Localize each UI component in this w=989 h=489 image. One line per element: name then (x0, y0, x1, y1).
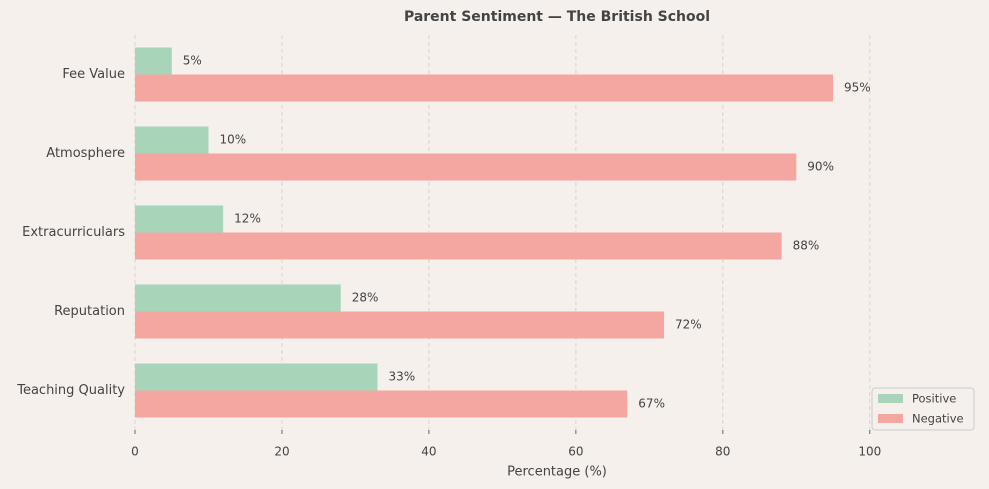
x-tick-label: 60 (568, 445, 583, 459)
bar (135, 311, 665, 339)
bar (135, 363, 378, 391)
chart-title: Parent Sentiment — The British School (404, 9, 710, 25)
y-tick-label: Reputation (54, 304, 125, 319)
value-label: 12% (234, 212, 261, 226)
value-label: 72% (675, 318, 702, 332)
bar (135, 74, 834, 102)
x-axis-label: Percentage (%) (507, 465, 607, 480)
value-label: 5% (183, 54, 202, 68)
x-tick-label: 100 (858, 445, 881, 459)
value-label: 88% (793, 239, 820, 253)
legend-label: Negative (912, 412, 964, 426)
x-tick-label: 40 (421, 445, 436, 459)
value-label: 33% (388, 370, 415, 384)
legend-label: Positive (912, 392, 956, 406)
bar (135, 205, 224, 233)
y-tick-label: Extracurriculars (22, 225, 125, 240)
y-tick-label: Atmosphere (46, 146, 125, 161)
bar (135, 284, 341, 312)
x-tick-label: 0 (131, 445, 139, 459)
y-tick-label: Teaching Quality (16, 383, 125, 398)
bar (135, 153, 797, 181)
legend-swatch (878, 394, 903, 403)
bar (135, 232, 782, 260)
bar (135, 47, 172, 75)
bar (135, 126, 209, 154)
value-label: 67% (638, 397, 665, 411)
value-label: 90% (807, 160, 834, 174)
x-tick-label: 20 (274, 445, 289, 459)
value-label: 95% (844, 81, 871, 95)
legend-swatch (878, 414, 903, 423)
y-tick-label: Fee Value (62, 67, 125, 82)
bar (135, 390, 628, 418)
value-label: 10% (219, 133, 246, 147)
x-tick-label: 80 (715, 445, 730, 459)
value-label: 28% (352, 291, 379, 305)
